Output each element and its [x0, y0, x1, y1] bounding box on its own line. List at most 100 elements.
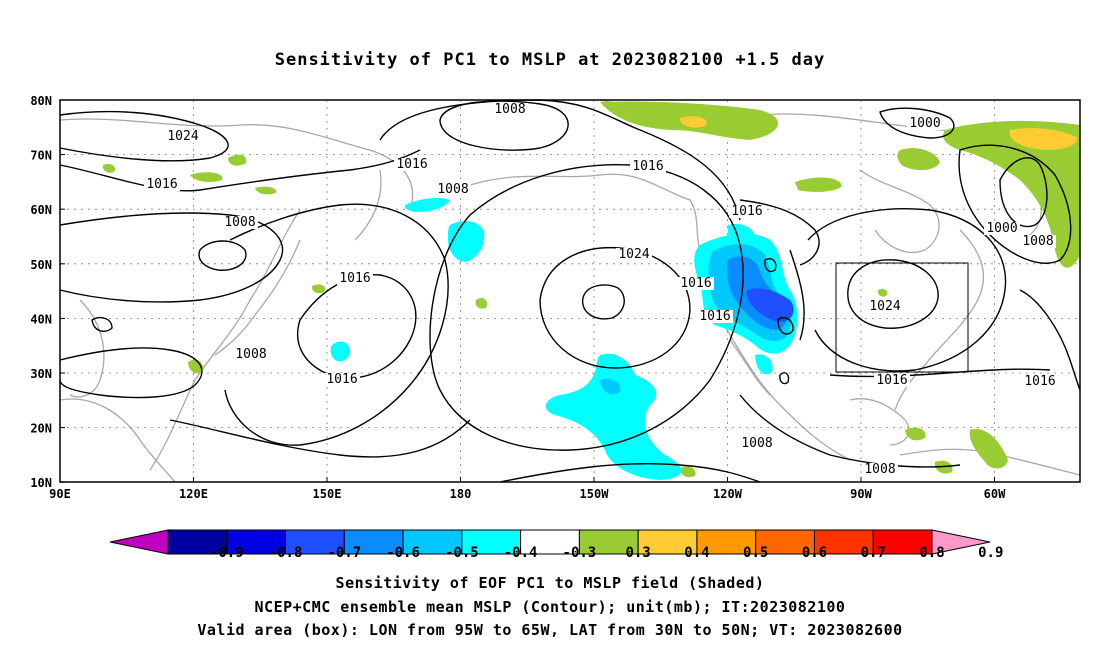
contour-1008-na-south — [739, 394, 961, 468]
contour-label-bg — [337, 272, 373, 285]
contour-label-bg — [492, 103, 528, 116]
coast-japan — [214, 239, 301, 356]
contour-1016-east-high — [807, 208, 1007, 372]
contour-1008-wpac — [59, 347, 203, 399]
colorbar-box — [167, 529, 228, 555]
contour-label: 1016 — [632, 159, 663, 174]
contour-label-bg — [630, 160, 666, 173]
contour-label-bg — [907, 117, 943, 130]
contour-label: 1008 — [1022, 234, 1053, 249]
contour-label: 1024 — [167, 129, 198, 144]
coast-baja — [729, 339, 771, 396]
colorbar-box — [813, 529, 874, 555]
contour-label-bg — [165, 130, 201, 143]
colorbar-tick-label: -0.5 — [445, 545, 479, 561]
contour-label-bg — [862, 463, 898, 476]
contour-1024-north — [59, 110, 229, 162]
contour-1024-high — [539, 246, 691, 369]
colorbar-tick-label: 0.3 — [626, 545, 651, 561]
contour-label: 1024 — [618, 247, 649, 262]
shade-pos-gulf — [905, 427, 926, 441]
colorbar-right-arrow — [931, 529, 991, 555]
colorbar-box — [461, 529, 522, 555]
lon-tick-label: 150E — [313, 487, 342, 501]
contour-labels: 1008 1024 1016 1016 1008 1008 1016 1016 1016 1024… — [144, 102, 1058, 477]
contour-label-bg — [435, 183, 471, 196]
contour-label: 1016 — [396, 157, 427, 172]
coast-se-asia — [59, 398, 176, 483]
contour-label-bg — [1020, 235, 1056, 248]
lon-tick-label: 120E — [179, 487, 208, 501]
colorbar-tick-label: -0.3 — [563, 545, 597, 561]
contour-small-4 — [91, 316, 113, 332]
lon-tick-label: 60W — [984, 487, 1006, 501]
contour-1016-westpac-big — [224, 203, 449, 446]
coast-indochina — [69, 299, 105, 398]
shade-pos-siberia2 — [190, 172, 223, 183]
mslp-contours — [59, 99, 1081, 483]
shade-neg-mexico — [755, 354, 773, 375]
contour-1016-subtrop — [169, 419, 471, 458]
contour-label: 1016 — [146, 177, 177, 192]
contour-label-bg — [678, 277, 714, 290]
negative-sensitivity-shading — [330, 197, 798, 480]
shade-pos-arctic-core — [680, 116, 707, 128]
shade-neg-pacific-core — [600, 378, 621, 395]
colorbar-tick-label: 0.7 — [861, 545, 886, 561]
colorbar-tick-label: 0.8 — [919, 545, 944, 561]
shade-neg-bering — [404, 197, 450, 212]
contour-1024-east-high — [847, 259, 939, 329]
shade-pos-west1 — [102, 163, 116, 173]
shade-neg-west-us-core — [746, 288, 794, 322]
colorbar-tick-label: 0.4 — [684, 545, 709, 561]
longitude-labels: 90E 120E 150E 180 150W 120W 90W 60W — [49, 477, 1006, 501]
lat-tick-label: 40N — [30, 312, 52, 326]
contour-label: 1016 — [731, 204, 762, 219]
contour-label: 1024 — [869, 299, 900, 314]
colorbar-box — [402, 529, 463, 555]
shade-pos-caribbean — [969, 429, 1008, 469]
shade-pos-japan — [311, 284, 326, 294]
colorbar-box — [696, 529, 757, 555]
colorbar-box — [343, 529, 404, 555]
coast-gulf-mexico — [849, 398, 910, 446]
contour-label: 1016 — [699, 309, 730, 324]
contour-1000-low — [999, 157, 1048, 228]
contour-1000-arctic — [879, 107, 955, 139]
lon-tick-label: 120W — [713, 487, 743, 501]
shade-pos-ne-us — [877, 288, 888, 297]
colorbar-tick-label: 0.5 — [743, 545, 768, 561]
contour-1008-asia-inner — [198, 240, 247, 271]
contour-label-bg — [144, 178, 180, 191]
coast-kamchatka — [354, 169, 382, 241]
shade-pos-greenland — [943, 120, 1080, 268]
contour-label-bg — [394, 158, 430, 171]
shade-pos-greenland-core — [1009, 128, 1078, 150]
colorbar-left-arrow — [109, 529, 169, 555]
contour-label: 1016 — [339, 271, 370, 286]
shade-neg-west-pacific — [330, 341, 350, 362]
coast-east-asia — [149, 209, 301, 471]
contour-label: 1000 — [909, 116, 940, 131]
contour-label: 1008 — [864, 462, 895, 477]
contour-label-bg — [729, 205, 765, 218]
lon-tick-label: 150W — [580, 487, 610, 501]
shade-neg-dateline — [448, 220, 485, 262]
contour-label-bg — [867, 300, 903, 313]
contour-label: 1008 — [741, 436, 772, 451]
map-frame — [59, 99, 1081, 483]
colorbar-box — [285, 529, 345, 555]
colorbar-box — [637, 529, 698, 555]
valid-area-box — [835, 262, 969, 373]
contour-1008-atl-low — [958, 144, 1072, 264]
caption-line-1: Sensitivity of EOF PC1 to MSLP field (Sh… — [335, 574, 765, 592]
map-plot-area: 1008 1024 1016 1016 1008 1008 1016 1016 1016 1024… — [59, 99, 1081, 483]
contour-label: 1016 — [680, 276, 711, 291]
coast-hudson — [859, 169, 940, 254]
contour-label: 1008 — [437, 182, 468, 197]
contour-1008-ne-pac — [499, 463, 761, 483]
contour-1016-na-west — [739, 199, 820, 266]
contour-1024-high-inner — [581, 284, 625, 320]
lon-tick-label: 90W — [850, 487, 872, 501]
